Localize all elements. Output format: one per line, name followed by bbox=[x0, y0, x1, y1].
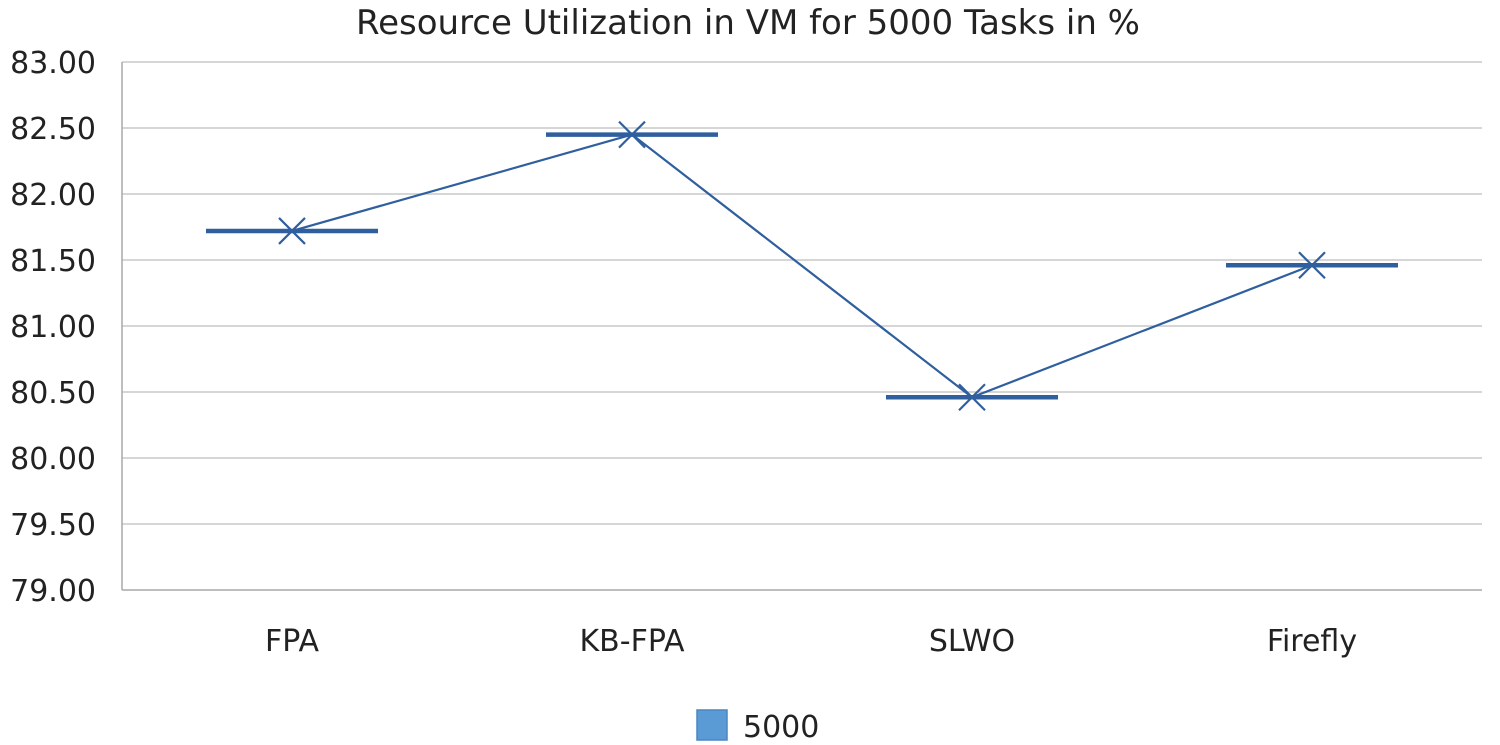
series-line bbox=[291, 133, 1313, 399]
marker-x-stroke bbox=[958, 383, 986, 412]
x-category-label: Firefly bbox=[1267, 624, 1357, 659]
y-tick-label: 81.50 bbox=[10, 244, 96, 279]
y-tick-label: 79.00 bbox=[10, 574, 96, 609]
y-tick-label: 82.50 bbox=[10, 112, 96, 147]
x-category-label: KB-FPA bbox=[579, 624, 685, 659]
data-point-marker bbox=[1226, 251, 1398, 280]
marker-x-stroke bbox=[278, 217, 306, 245]
y-tick-label: 82.00 bbox=[10, 178, 96, 213]
legend: 5000 bbox=[696, 709, 819, 745]
data-point-marker bbox=[546, 120, 718, 149]
legend-swatch bbox=[696, 709, 728, 741]
series-layer bbox=[206, 120, 1398, 412]
y-tick-label: 81.00 bbox=[10, 310, 96, 345]
x-category-label: FPA bbox=[265, 624, 319, 659]
marker-x-stroke bbox=[618, 120, 646, 149]
data-point-marker bbox=[206, 217, 378, 245]
grid bbox=[121, 61, 1482, 591]
legend-label: 5000 bbox=[743, 710, 819, 745]
x-axis-category-labels: FPA KB-FPA SLWO Firefly bbox=[265, 624, 1357, 659]
y-tick-label: 83.00 bbox=[10, 46, 96, 81]
chart-title: Resource Utilization in VM for 5000 Task… bbox=[356, 3, 1140, 43]
y-tick-label: 79.50 bbox=[10, 508, 96, 543]
y-tick-label: 80.50 bbox=[10, 376, 96, 411]
y-axis-tick-labels: 79.00 79.50 80.00 80.50 81.00 81.50 82.00 82.50… bbox=[10, 46, 96, 609]
y-tick-label: 80.00 bbox=[10, 442, 96, 477]
marker-x-stroke bbox=[1298, 251, 1326, 280]
data-point-marker bbox=[886, 383, 1058, 412]
x-category-label: SLWO bbox=[929, 624, 1015, 659]
